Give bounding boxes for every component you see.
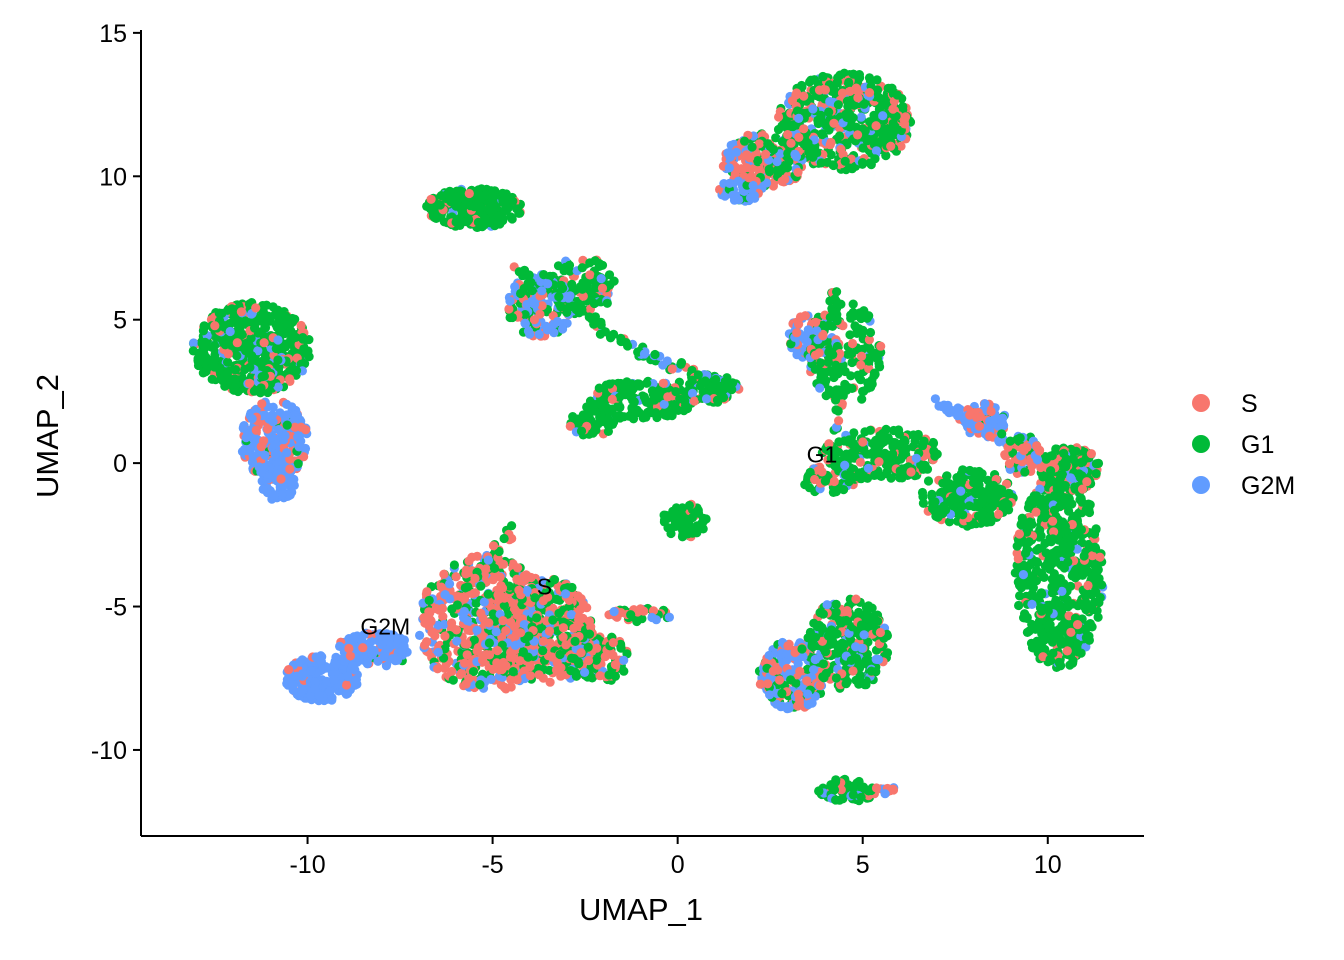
point-g1 [814,787,823,796]
point-g1 [604,427,613,436]
point-g1 [555,650,564,659]
point-s [830,477,839,486]
point-g1 [839,485,848,494]
point-g1 [641,395,650,404]
point-s [608,395,617,404]
point-g1 [231,365,240,374]
point-s [473,552,482,561]
point-g1 [850,321,859,330]
point-g1 [849,300,858,309]
point-s [1015,529,1024,538]
point-g1 [824,321,833,330]
point-g1 [611,672,620,681]
point-g2m [260,451,269,460]
point-s [1083,581,1092,590]
point-g2m [804,325,813,334]
point-g2m [658,360,667,369]
point-g1 [579,410,588,419]
point-g1 [863,378,872,387]
point-g1 [924,476,933,485]
point-g1 [866,328,875,337]
point-g1 [1037,588,1046,597]
point-g1 [797,81,806,90]
point-g1 [199,368,208,377]
points-layer [189,69,1108,806]
point-g2m [484,556,493,565]
point-s [457,669,466,678]
point-s [585,270,594,279]
point-g2m [553,317,562,326]
point-g1 [985,512,994,521]
point-g2m [931,394,940,403]
point-s [439,570,448,579]
point-g1 [841,367,850,376]
point-g2m [999,421,1008,430]
point-g1 [619,667,628,676]
point-g1 [1045,565,1054,574]
point-g1 [650,350,659,359]
point-g2m [525,330,534,339]
point-g1 [208,375,217,384]
point-g1 [800,480,809,489]
point-g1 [564,264,573,273]
point-s [994,510,1003,519]
point-g1 [210,341,219,350]
point-g1 [937,488,946,497]
point-g2m [415,631,424,640]
point-s [501,626,510,635]
point-g1 [548,615,557,624]
point-g1 [854,608,863,617]
point-g1 [450,560,459,569]
point-s [429,628,438,637]
point-g1 [1063,602,1072,611]
point-s [843,606,852,615]
point-s [464,556,473,565]
point-g1 [507,521,516,530]
point-s [513,563,522,572]
point-s [1005,459,1014,468]
point-s [611,660,620,669]
point-g1 [832,287,841,296]
point-g1 [929,446,938,455]
point-g1 [849,308,858,317]
point-g1 [881,151,890,160]
point-g1 [676,360,685,369]
point-s [512,575,521,584]
point-s [598,284,607,293]
point-g1 [971,489,980,498]
point-g1 [975,480,984,489]
point-s [668,364,677,373]
point-g2m [980,399,989,408]
point-g2m [472,626,481,635]
point-s [817,467,826,476]
point-g1 [857,395,866,404]
point-g2m [665,613,674,622]
point-g1 [843,350,852,359]
point-s [420,641,429,650]
point-s [463,650,472,659]
point-s [504,304,513,313]
point-g1 [1038,472,1047,481]
point-g1 [845,330,854,339]
point-g1 [1040,573,1049,582]
point-g2m [189,338,198,347]
point-g1 [699,514,708,523]
